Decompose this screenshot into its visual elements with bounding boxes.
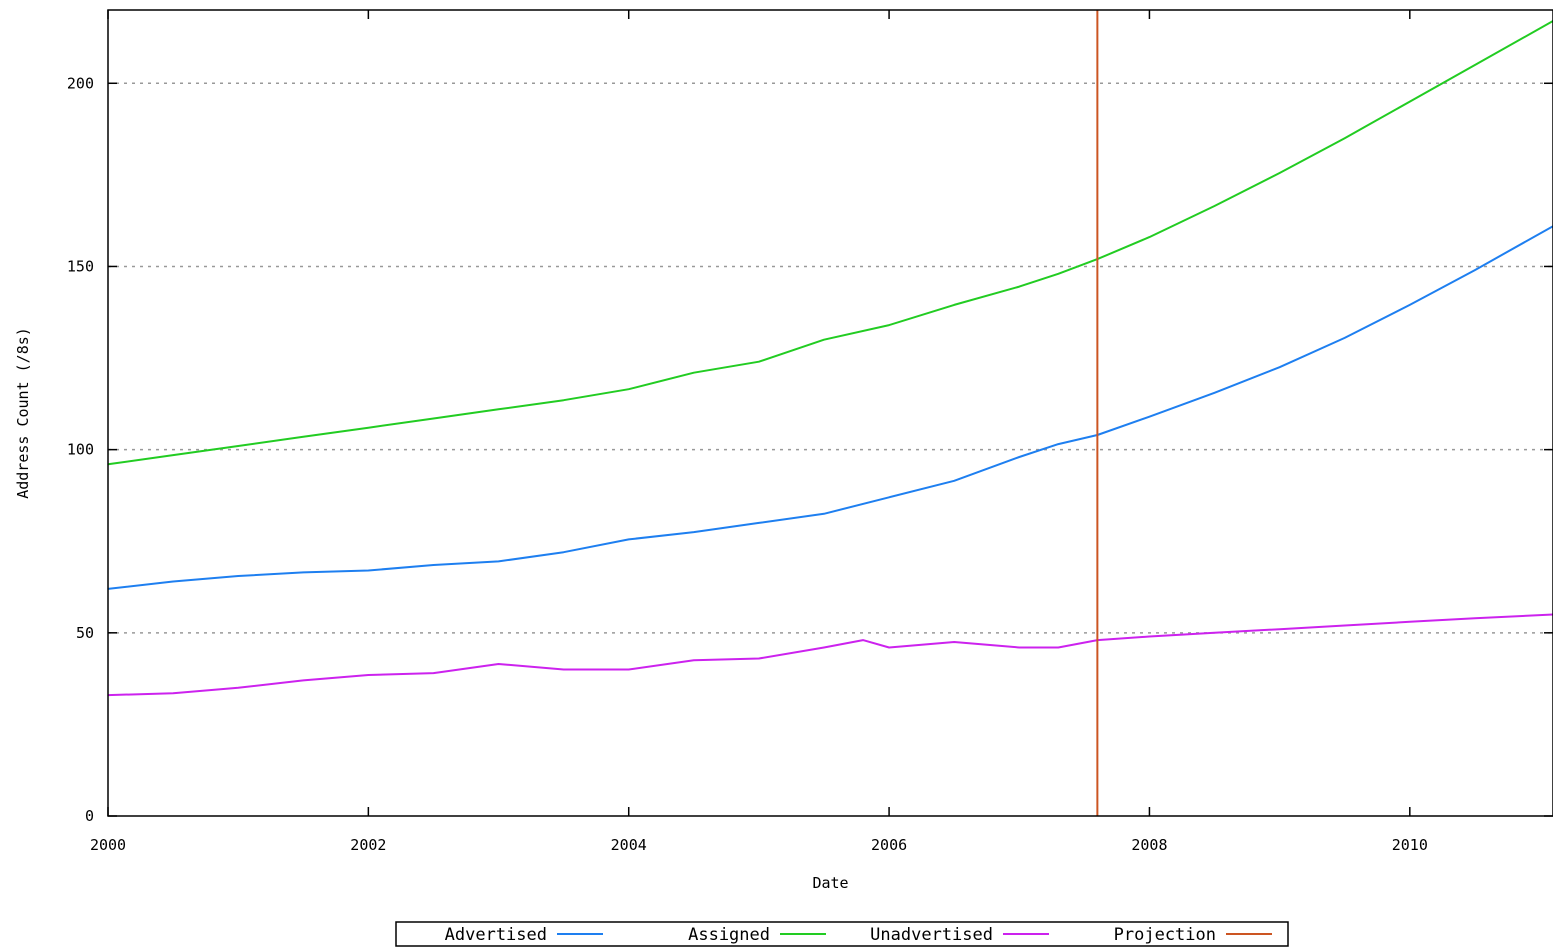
data-point-assigned bbox=[758, 361, 760, 363]
data-point-assigned bbox=[1474, 64, 1476, 66]
data-point-advertised bbox=[758, 522, 760, 524]
data-point-assigned bbox=[302, 436, 304, 438]
legend: Advertised Assigned Unadvertised Projection bbox=[395, 921, 1289, 947]
data-point-advertised bbox=[432, 564, 435, 566]
data-point-assigned bbox=[432, 417, 435, 420]
y-tick-label: 0 bbox=[85, 807, 94, 825]
data-point-assigned bbox=[628, 388, 630, 390]
data-point-unadvertised bbox=[823, 646, 825, 649]
gridlines bbox=[108, 82, 1553, 634]
data-point-assigned bbox=[1409, 101, 1411, 103]
data-point-unadvertised bbox=[497, 663, 500, 665]
data-point-advertised bbox=[497, 560, 500, 563]
data-point-advertised bbox=[1057, 443, 1059, 445]
data-point-unadvertised bbox=[1279, 628, 1281, 630]
data-point-unadvertised bbox=[758, 657, 760, 660]
y-axis-title: Address Count (/8s) bbox=[14, 327, 32, 499]
data-point-unadvertised bbox=[693, 659, 695, 661]
x-tick-label: 2008 bbox=[1131, 836, 1167, 854]
y-tick-label: 50 bbox=[76, 624, 94, 642]
data-point-assigned bbox=[1279, 172, 1281, 174]
data-point-advertised bbox=[693, 531, 695, 533]
x-tick-label: 2006 bbox=[871, 836, 907, 854]
ticks: 0 50 100 150 200 2000 2002 2004 2006 2008 2010 bbox=[67, 10, 1553, 854]
data-point-assigned bbox=[172, 454, 174, 456]
plot-frame bbox=[107, 9, 1553, 817]
data-point-advertised bbox=[1279, 366, 1281, 368]
data-point-unadvertised bbox=[563, 668, 565, 671]
data-point-unadvertised bbox=[1148, 635, 1150, 638]
data-point-assigned bbox=[1213, 205, 1216, 207]
x-tick-label: 2000 bbox=[90, 836, 126, 854]
data-point-assigned bbox=[237, 445, 239, 447]
data-point-assigned bbox=[1148, 236, 1150, 238]
data-point-advertised bbox=[888, 496, 890, 498]
data-point-advertised bbox=[1148, 416, 1150, 418]
legend-label: Unadvertised bbox=[870, 925, 993, 945]
data-point-unadvertised bbox=[237, 687, 239, 689]
data-point-assigned bbox=[1344, 137, 1346, 139]
series-line-unadvertised bbox=[107, 613, 1553, 697]
data-point-advertised bbox=[302, 571, 304, 574]
y-tick-label: 150 bbox=[67, 257, 94, 275]
y-tick-label: 200 bbox=[67, 74, 94, 92]
x-axis-title: Date bbox=[812, 874, 848, 892]
data-point-advertised bbox=[563, 551, 565, 553]
series-line-advertised bbox=[107, 225, 1553, 590]
x-tick-label: 2004 bbox=[611, 836, 647, 854]
x-tick-label: 2002 bbox=[350, 836, 386, 854]
data-point-unadvertised bbox=[302, 679, 304, 682]
legend-box bbox=[395, 921, 1289, 947]
data-point-assigned bbox=[693, 372, 695, 374]
data-point-assigned bbox=[1018, 286, 1020, 288]
data-point-assigned bbox=[1057, 273, 1059, 275]
data-point-unadvertised bbox=[1474, 617, 1476, 619]
data-point-unadvertised bbox=[1057, 646, 1059, 649]
series-line-assigned bbox=[107, 20, 1553, 466]
x-tick-label: 2010 bbox=[1392, 836, 1428, 854]
data-point-advertised bbox=[1213, 392, 1216, 394]
data-point-assigned bbox=[497, 408, 500, 410]
data-point-advertised bbox=[628, 538, 630, 541]
data-point-unadvertised bbox=[628, 668, 630, 671]
y-tick-label: 100 bbox=[67, 441, 94, 459]
data-point-assigned bbox=[823, 339, 825, 341]
data-point-advertised bbox=[953, 480, 955, 482]
data-point-unadvertised bbox=[1344, 624, 1346, 627]
data-point-assigned bbox=[563, 399, 565, 401]
data-point-unadvertised bbox=[1213, 632, 1216, 634]
legend-label: Advertised bbox=[445, 925, 547, 945]
data-point-advertised bbox=[1018, 456, 1020, 458]
data-point-assigned bbox=[888, 324, 890, 326]
data-point-assigned bbox=[953, 304, 955, 306]
data-point-unadvertised bbox=[367, 674, 369, 676]
data-point-unadvertised bbox=[1018, 646, 1020, 649]
data-point-unadvertised bbox=[953, 641, 955, 643]
data-point-unadvertised bbox=[888, 646, 890, 649]
data-point-advertised bbox=[1409, 304, 1411, 306]
data-point-unadvertised bbox=[432, 672, 435, 674]
data-point-unadvertised bbox=[862, 639, 864, 641]
data-point-unadvertised bbox=[172, 692, 174, 694]
data-point-unadvertised bbox=[1409, 621, 1411, 623]
data-point-advertised bbox=[172, 580, 174, 583]
legend-label: Projection bbox=[1114, 925, 1216, 945]
series-lines bbox=[107, 20, 1553, 697]
legend-label: Assigned bbox=[688, 925, 770, 945]
data-point-assigned bbox=[367, 427, 369, 429]
data-point-advertised bbox=[1344, 337, 1346, 339]
data-point-advertised bbox=[237, 575, 239, 577]
data-point-advertised bbox=[823, 513, 825, 515]
data-point-advertised bbox=[367, 569, 369, 572]
data-point-advertised bbox=[1474, 269, 1476, 271]
